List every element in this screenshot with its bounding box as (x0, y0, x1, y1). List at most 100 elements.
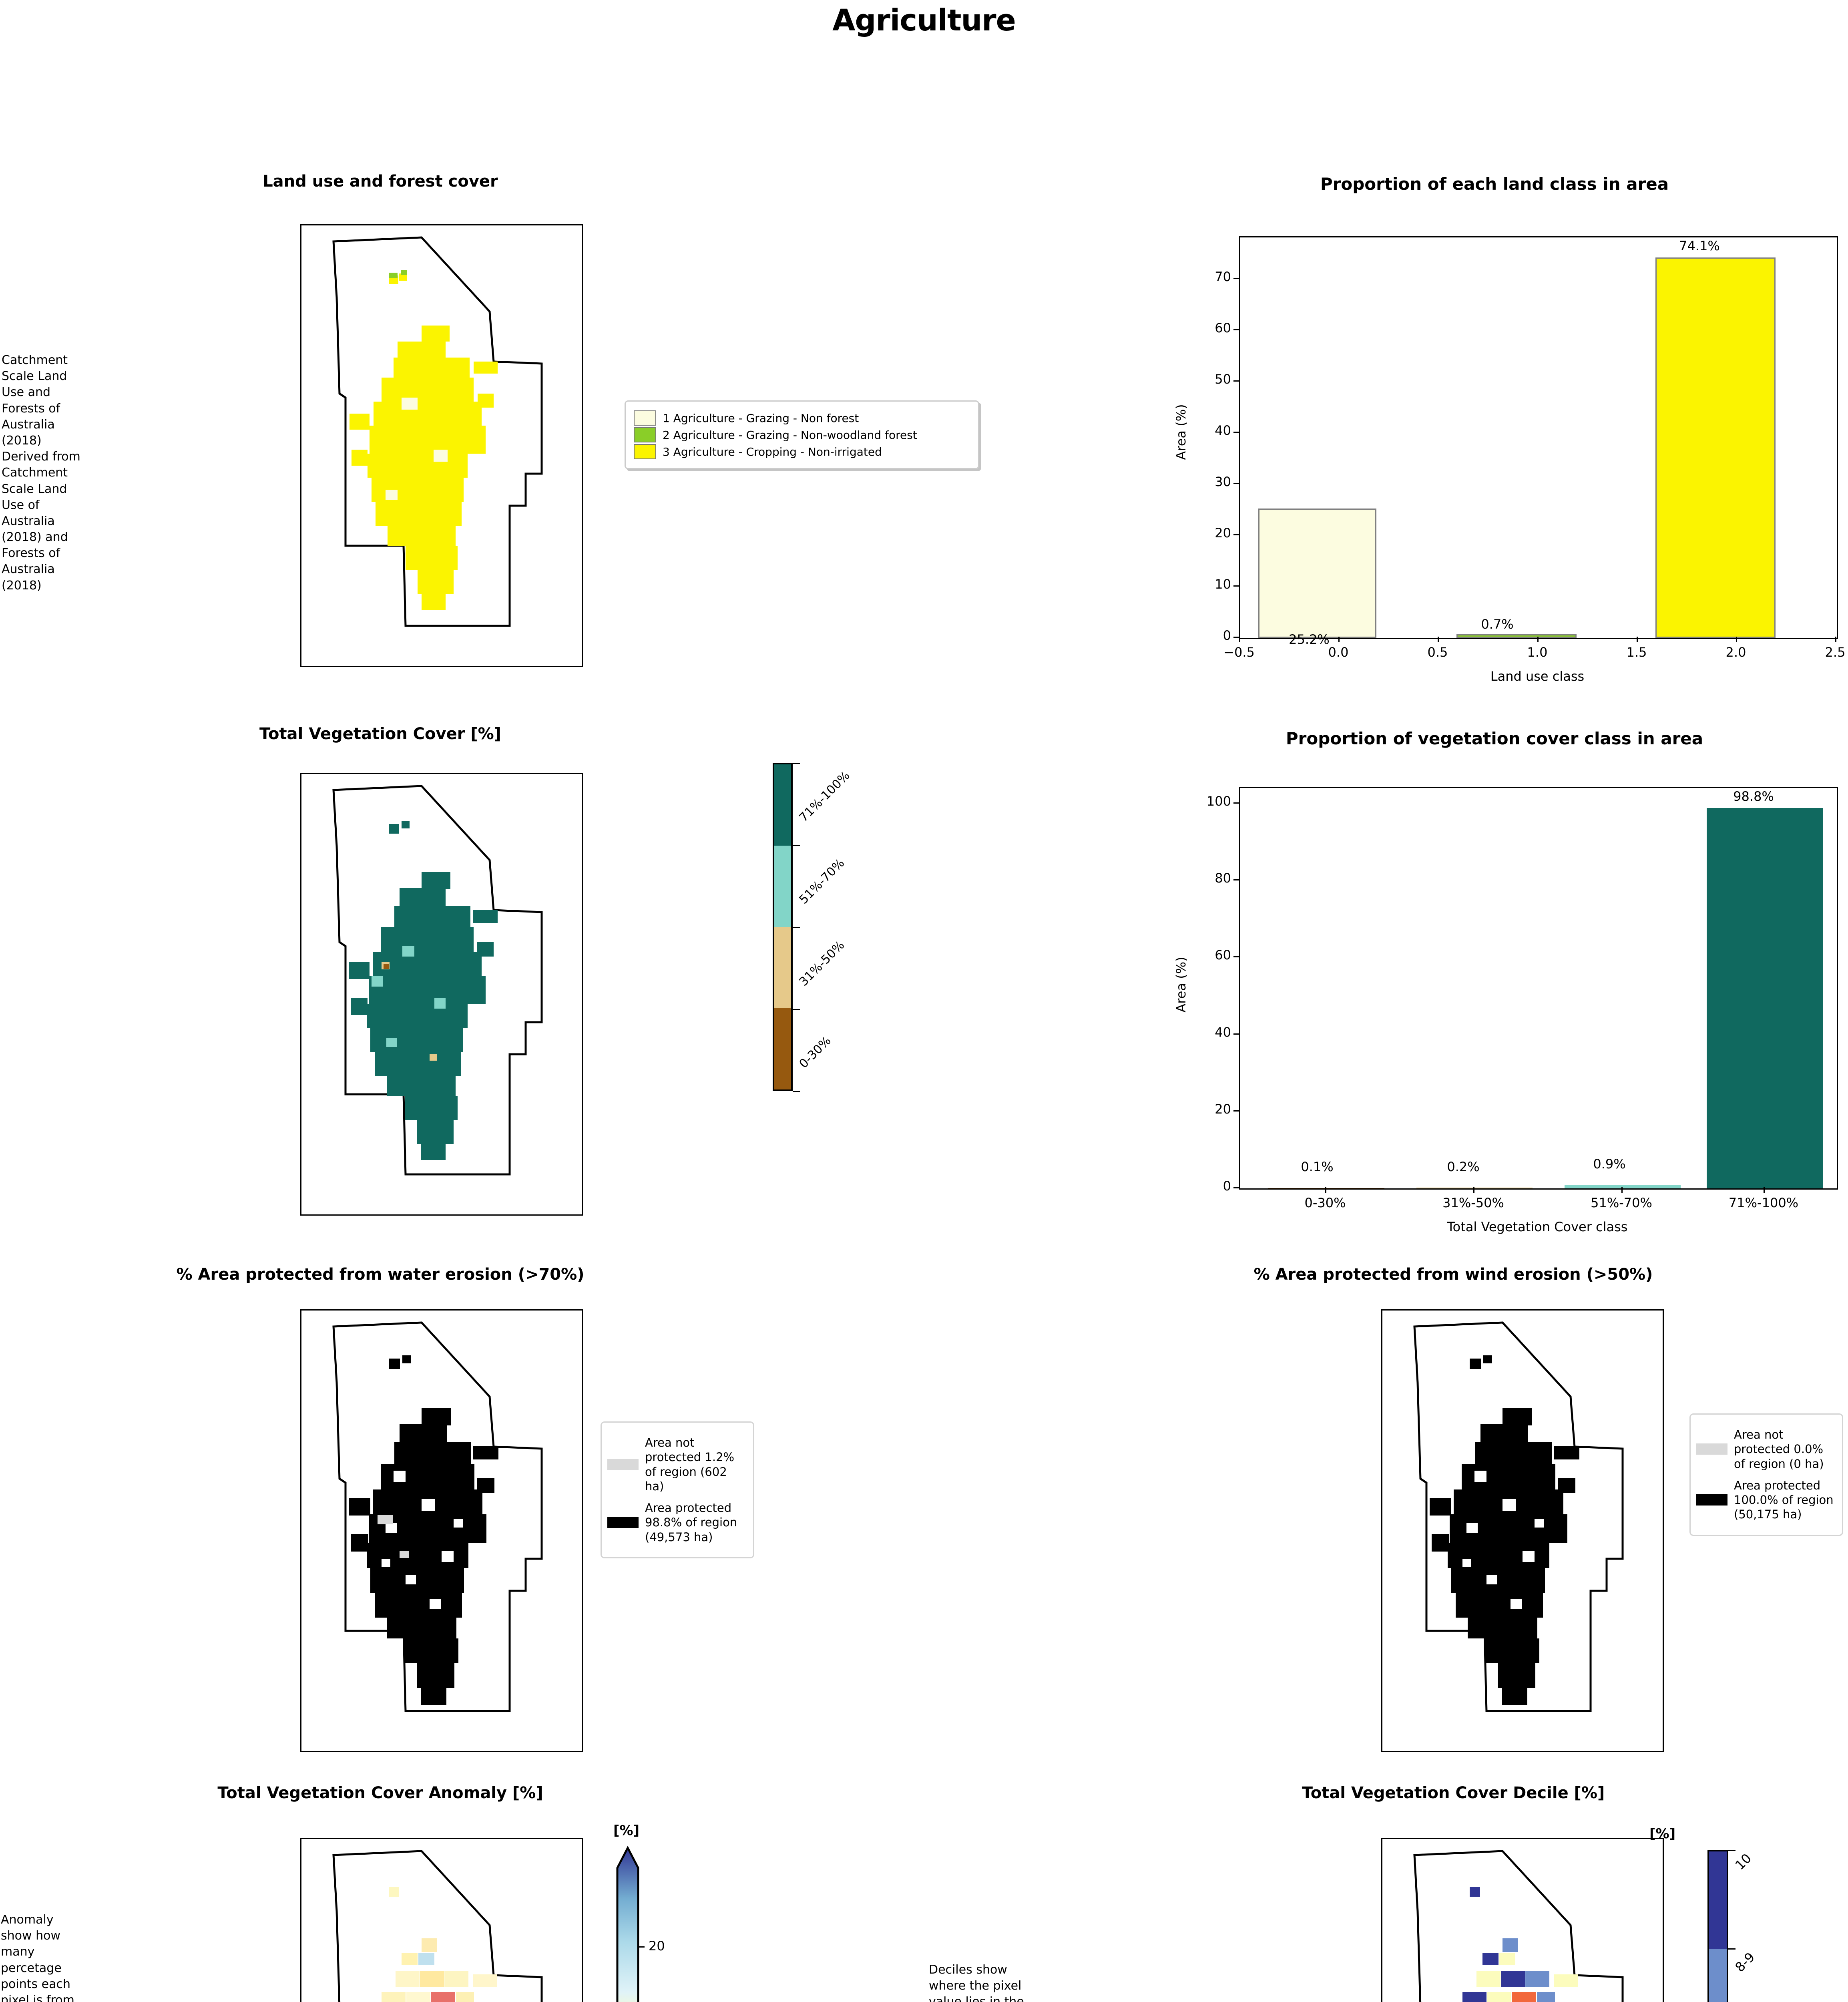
legend-label-protected: Area protected 98.8% of region (49,573 h… (645, 1501, 737, 1544)
chart1-ymark (1233, 380, 1239, 382)
legend-swatch-2 (634, 427, 656, 442)
legend-label-not-protected: Area not protected 1.2% of region (602 h… (645, 1436, 735, 1493)
bar-label-0: 25.2% (1289, 632, 1330, 647)
bar-label-0: 0.1% (1301, 1159, 1334, 1174)
chart2-plot-area (1239, 787, 1838, 1190)
wind-erosion-map-svg (1413, 1321, 1624, 1712)
veg-cover-map-svg (332, 785, 543, 1176)
anomaly-map-svg (332, 1850, 543, 2002)
veg-cb-label-71-100: 71%-100% (796, 768, 853, 825)
chart1-ytick-50: 50 (1215, 372, 1231, 387)
cbtick (793, 927, 800, 928)
cbtick (637, 1946, 645, 1948)
chart2-ymark (1233, 879, 1239, 880)
legend-label-1: 1 Agriculture - Grazing - Non forest (663, 411, 859, 425)
chart1-plot-area (1239, 236, 1838, 639)
chart2-ymark (1233, 1110, 1239, 1112)
bar-2 (1655, 257, 1776, 638)
chart1-ytick-30: 30 (1215, 474, 1231, 489)
anomaly-colorbar-bar (616, 1845, 639, 2002)
veg-cover-panel-title: Total Vegetation Cover [%] (259, 725, 502, 743)
chart1-ymark (1233, 278, 1239, 279)
bar-0 (1258, 509, 1376, 638)
chart2-xtick-0: 0-30% (1304, 1195, 1346, 1210)
water-erosion-panel-title: % Area protected from water erosion (>70… (176, 1265, 585, 1284)
chart1-xaxis-label: Land use class (1490, 669, 1585, 684)
chart2-xmark (1473, 1187, 1474, 1193)
decile-note: Deciles show where the pixel value lies … (929, 1963, 1024, 2002)
chart1-xtick-1: 0.0 (1328, 645, 1349, 660)
legend-swatch-not-protected (607, 1459, 639, 1470)
chart1-ytick-0: 0 (1223, 628, 1231, 643)
chart1-xtick-6: 2.5 (1825, 645, 1846, 660)
chart1-xmark (1736, 637, 1737, 642)
land-class-bar-chart: Proportion of each land class in area 25… (1141, 160, 1848, 697)
bar-label-2: 74.1% (1679, 238, 1720, 253)
chart1-ytick-60: 60 (1215, 320, 1231, 336)
chart1-xtick-5: 2.0 (1725, 645, 1746, 660)
decile-map (1381, 1838, 1664, 2002)
anomaly-panel-title: Total Vegetation Cover Anomaly [%] (217, 1784, 543, 1802)
anomaly-note: Anomaly show how many percetage points e… (1, 1913, 74, 2002)
chart1-yaxis-label: Area (%) (1173, 404, 1189, 460)
chart1-xmark (1637, 637, 1638, 642)
veg-cb-label-0-30: 0-30% (796, 1033, 834, 1071)
legend-swatch-protected (607, 1517, 639, 1528)
decile-map-svg (1413, 1850, 1624, 2002)
decile-label-8-9: 8-9 (1732, 1949, 1758, 1975)
decile-colorbar-unit: [%] (1649, 1826, 1676, 1842)
anomaly-tick-20: 20 (649, 1938, 665, 1954)
bar-2 (1565, 1185, 1681, 1188)
chart1-xmark (1239, 637, 1240, 642)
legend-swatch-not-protected (1696, 1443, 1727, 1455)
chart1-xmark (1438, 637, 1439, 642)
cbtick (1728, 1948, 1736, 1950)
legend-item: 3 Agriculture - Cropping - Non-irrigated (634, 444, 970, 459)
chart2-ytick-40: 40 (1215, 1025, 1231, 1040)
legend-item-not-protected: Area not protected 0.0% of region (0 ha) (1696, 1427, 1836, 1471)
chart2-ytick-0: 0 (1223, 1178, 1231, 1194)
chart1-title: Proportion of each land class in area (1320, 174, 1669, 194)
legend-swatch-1 (634, 410, 656, 426)
page-title: Agriculture (832, 3, 1016, 38)
chart2-xmark (1621, 1187, 1623, 1193)
veg-cb-label-51-70: 51%-70% (796, 856, 848, 907)
cbtick (793, 845, 800, 846)
legend-label-not-protected: Area not protected 0.0% of region (0 ha) (1734, 1428, 1824, 1471)
cbtick (1728, 1850, 1736, 1851)
land-use-map-svg (332, 236, 543, 627)
chart1-ymark (1233, 432, 1239, 433)
chart2-xtick-1: 31%-50% (1442, 1195, 1504, 1210)
land-use-panel-title: Land use and forest cover (263, 172, 498, 191)
chart1-ymark (1233, 637, 1239, 638)
chart2-ytick-100: 100 (1206, 794, 1231, 809)
veg-cover-map (300, 773, 583, 1216)
chart2-title: Proportion of vegetation cover class in … (1286, 729, 1703, 748)
veg-cb-label-31-50: 31%-50% (796, 938, 848, 989)
chart1-ytick-70: 70 (1215, 269, 1231, 284)
land-use-legend: 1 Agriculture - Grazing - Non forest 2 A… (625, 400, 979, 469)
cbtick (793, 763, 800, 764)
legend-item: 2 Agriculture - Grazing - Non-woodland f… (634, 427, 970, 442)
chart2-xtick-3: 71%-100% (1728, 1195, 1799, 1210)
legend-swatch-protected (1696, 1494, 1727, 1506)
chart1-xtick-0: −0.5 (1223, 645, 1255, 660)
chart1-xmark (1835, 637, 1836, 642)
veg-cover-colorbar-bar (773, 763, 793, 1091)
chart1-xmark (1537, 637, 1539, 642)
water-erosion-map (300, 1309, 583, 1752)
chart2-xmark (1325, 1187, 1326, 1193)
legend-item: 1 Agriculture - Grazing - Non forest (634, 410, 970, 426)
decile-colorbar-bar (1707, 1850, 1728, 2002)
cbtick (793, 1009, 800, 1010)
chart2-ymark (1233, 1187, 1239, 1188)
chart1-ytick-20: 20 (1215, 525, 1231, 541)
chart2-xtick-2: 51%-70% (1591, 1195, 1652, 1210)
chart1-ymark (1233, 483, 1239, 484)
chart1-ytick-10: 10 (1215, 577, 1231, 592)
chart1-xmark (1338, 637, 1340, 642)
wind-erosion-legend: Area not protected 0.0% of region (0 ha)… (1689, 1413, 1843, 1536)
water-erosion-map-svg (332, 1321, 543, 1712)
legend-item-not-protected: Area not protected 1.2% of region (602 h… (607, 1435, 747, 1493)
anomaly-colorbar-unit: [%] (613, 1823, 640, 1839)
